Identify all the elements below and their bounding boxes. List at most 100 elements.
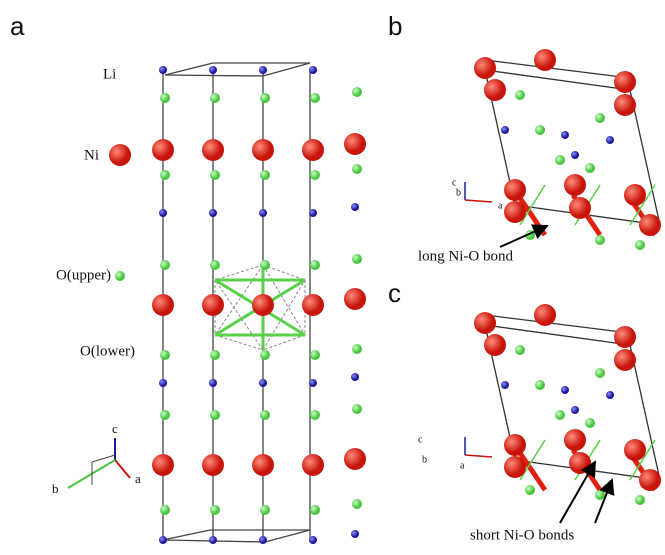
atom [614, 349, 636, 371]
atom [115, 271, 125, 281]
atom [160, 505, 170, 515]
bond [485, 315, 630, 333]
atom [525, 485, 535, 495]
bond [163, 530, 210, 540]
atom [209, 66, 217, 74]
atoms [109, 49, 661, 544]
bond [215, 265, 263, 280]
legend-label: Li [103, 66, 116, 82]
atom [595, 235, 605, 245]
atom [344, 448, 366, 470]
atom [351, 373, 359, 381]
atom [210, 505, 220, 515]
atom [260, 260, 270, 270]
axis-label: a [498, 200, 503, 211]
axis-label: a [460, 460, 465, 471]
atom [344, 288, 366, 310]
atom [624, 184, 646, 206]
atom [561, 131, 569, 139]
atom [152, 294, 174, 316]
axis-label: b [52, 481, 59, 496]
atom [260, 350, 270, 360]
atom [310, 505, 320, 515]
bond [215, 335, 263, 350]
atom [159, 66, 167, 74]
atom [309, 66, 317, 74]
atom [260, 505, 270, 515]
bond [465, 455, 492, 457]
atom [484, 79, 506, 101]
bond [485, 325, 630, 345]
atom [309, 209, 317, 217]
atom [160, 93, 170, 103]
atom [569, 452, 591, 474]
legend-label: O(upper) [56, 267, 111, 283]
atom [561, 386, 569, 394]
atom [351, 530, 359, 538]
atom [606, 136, 614, 144]
atom [310, 410, 320, 420]
atom [624, 439, 646, 461]
atom [351, 203, 359, 211]
atom [501, 381, 509, 389]
atom [571, 151, 579, 159]
atom [474, 57, 496, 79]
bond [485, 70, 630, 90]
atom [310, 350, 320, 360]
atom [352, 87, 362, 97]
atom [595, 113, 605, 123]
atom [252, 454, 274, 476]
atom [302, 139, 324, 161]
atom [302, 294, 324, 316]
atom [259, 536, 267, 544]
atom [309, 536, 317, 544]
panel-label: b [388, 11, 402, 41]
bond [263, 63, 310, 76]
bond [115, 460, 130, 478]
atom [501, 126, 509, 134]
atom [160, 350, 170, 360]
atom [595, 490, 605, 500]
atom [260, 410, 270, 420]
atom [571, 406, 579, 414]
atom [159, 379, 167, 387]
atom [210, 170, 220, 180]
atom [504, 456, 526, 478]
atom [259, 66, 267, 74]
atom [352, 499, 362, 509]
atom [635, 240, 645, 250]
bond [465, 200, 492, 202]
bond [265, 530, 310, 542]
arrow [500, 226, 547, 247]
atom [202, 294, 224, 316]
atom [352, 344, 362, 354]
atom [202, 139, 224, 161]
atom [555, 155, 565, 165]
atom [260, 170, 270, 180]
bond [165, 75, 263, 76]
axis-label: c [112, 421, 118, 436]
axis-label: a [135, 471, 141, 486]
atom [352, 404, 362, 414]
atom [310, 170, 320, 180]
bond [165, 63, 213, 75]
atom [160, 170, 170, 180]
atom [515, 90, 525, 100]
atom [209, 379, 217, 387]
atom [515, 345, 525, 355]
axis-label: b [456, 187, 461, 198]
atom [159, 536, 167, 544]
atom [260, 93, 270, 103]
atom [639, 469, 661, 491]
legend-label: Ni [84, 147, 99, 163]
atom [569, 197, 591, 219]
panel-label: c [388, 278, 401, 308]
atom [534, 304, 556, 326]
atom [310, 260, 320, 270]
atom [564, 429, 586, 451]
atom [210, 350, 220, 360]
atom [504, 201, 526, 223]
atom [535, 380, 545, 390]
legend-label: O(lower) [80, 343, 135, 359]
atom [209, 209, 217, 217]
